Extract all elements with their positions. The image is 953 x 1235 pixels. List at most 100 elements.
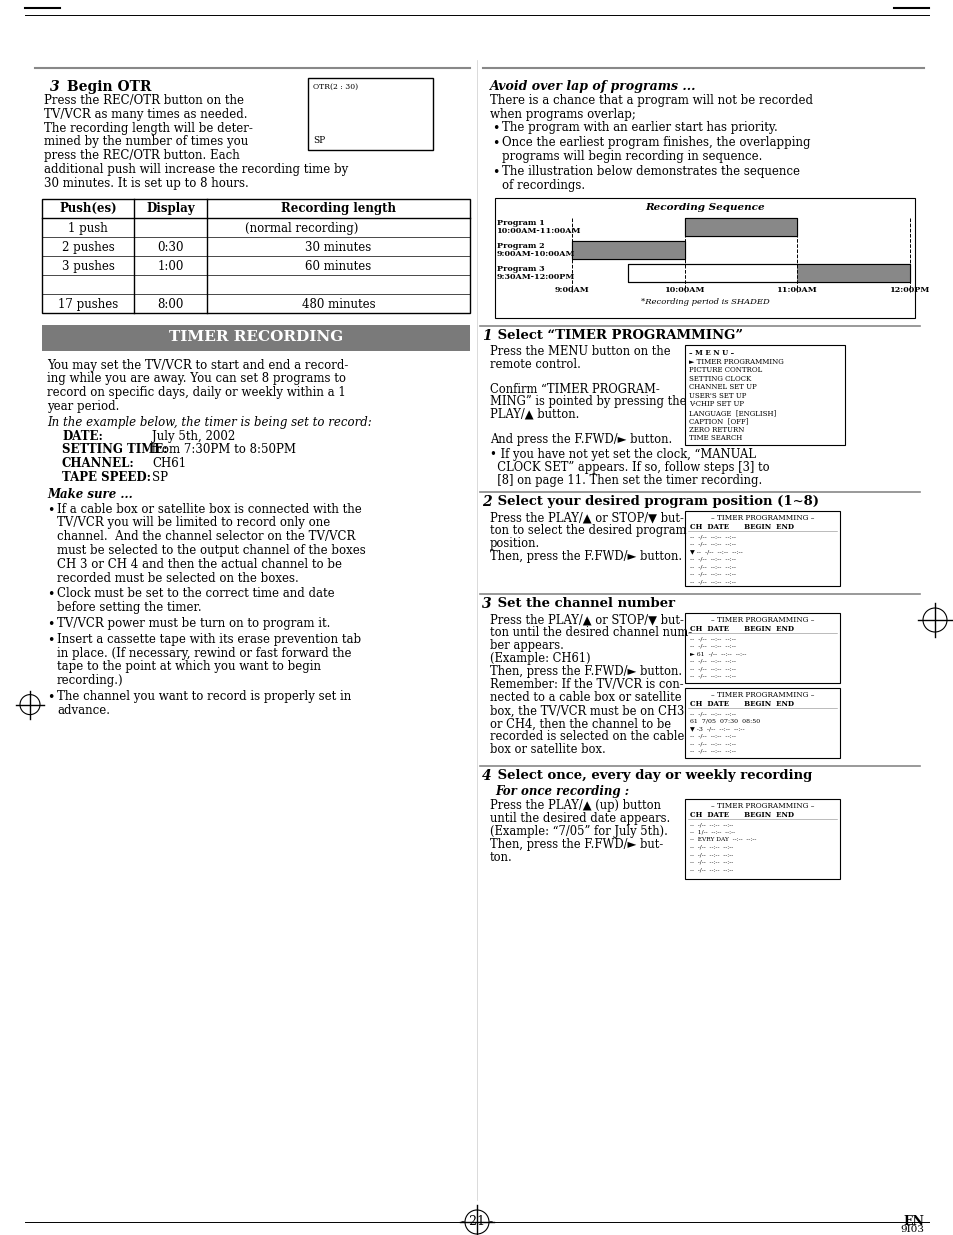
Text: ▼ -3  -/--  --:--  --:--: ▼ -3 -/-- --:-- --:-- (689, 726, 744, 731)
Text: You may set the TV/VCR to start and end a record-: You may set the TV/VCR to start and end … (47, 358, 348, 372)
Text: TV/VCR power must be turn on to program it.: TV/VCR power must be turn on to program … (57, 618, 330, 630)
Text: 9I03: 9I03 (899, 1225, 923, 1234)
Text: ► TIMER PROGRAMMING: ► TIMER PROGRAMMING (688, 358, 783, 366)
Text: --  -/--  --:--  --:--: -- -/-- --:-- --:-- (689, 867, 733, 872)
Text: Once the earliest program finishes, the overlapping: Once the earliest program finishes, the … (501, 136, 810, 149)
Text: record on specific days, daily or weekly within a 1: record on specific days, daily or weekly… (47, 387, 345, 399)
Text: recorded is selected on the cable: recorded is selected on the cable (490, 730, 683, 743)
Bar (628, 264, 909, 283)
Text: of recordings.: of recordings. (501, 179, 584, 191)
Text: Display: Display (146, 201, 194, 215)
Text: • If you have not yet set the clock, “MANUAL: • If you have not yet set the clock, “MA… (490, 448, 755, 462)
Text: 2 pushes: 2 pushes (62, 241, 114, 253)
Text: --  1/--  --:--  --:--: -- 1/-- --:-- --:-- (689, 830, 735, 835)
Text: 1 push: 1 push (68, 221, 108, 235)
Text: 480 minutes: 480 minutes (301, 298, 375, 310)
Text: 11:00AM: 11:00AM (776, 287, 817, 294)
Text: Insert a cassette tape with its erase prevention tab: Insert a cassette tape with its erase pr… (57, 632, 361, 646)
Text: *Recording period is SHADED: *Recording period is SHADED (640, 299, 768, 306)
Text: - 21 -: - 21 - (460, 1215, 493, 1228)
Text: ton to select the desired program: ton to select the desired program (490, 525, 686, 537)
Bar (684, 511, 840, 587)
Text: --  -/--  --:--  --:--: -- -/-- --:-- --:-- (689, 674, 735, 679)
Text: USER'S SET UP: USER'S SET UP (688, 391, 745, 400)
Text: --  -/--  --:--  --:--: -- -/-- --:-- --:-- (689, 572, 735, 577)
Text: Then, press the F.FWD/► but-: Then, press the F.FWD/► but- (490, 839, 662, 851)
Bar (684, 219, 797, 236)
Text: CH61: CH61 (152, 457, 186, 471)
Text: 4: 4 (481, 769, 491, 783)
Text: 9:00AM: 9:00AM (554, 287, 589, 294)
Text: --  -/--  --:--  --:--: -- -/-- --:-- --:-- (689, 659, 735, 664)
Text: 10:00AM-11:00AM: 10:00AM-11:00AM (497, 227, 580, 236)
Text: – TIMER PROGRAMMING –: – TIMER PROGRAMMING – (710, 803, 813, 810)
Bar (308, 78, 433, 149)
Text: CLOCK SET” appears. If so, follow steps [3] to: CLOCK SET” appears. If so, follow steps … (490, 462, 769, 474)
Text: Confirm “TIMER PROGRAM-: Confirm “TIMER PROGRAM- (490, 383, 659, 396)
Text: (normal recording): (normal recording) (245, 221, 358, 235)
Text: ing while you are away. You can set 8 programs to: ing while you are away. You can set 8 pr… (47, 373, 346, 385)
Text: position.: position. (490, 537, 539, 551)
Text: •: • (47, 618, 54, 631)
Text: Select once, every day or weekly recording: Select once, every day or weekly recordi… (493, 769, 811, 783)
Text: And press the F.FWD/► button.: And press the F.FWD/► button. (490, 433, 672, 446)
Text: --  -/--  --:--  --:--: -- -/-- --:-- --:-- (689, 636, 735, 641)
Text: 12:00PM: 12:00PM (889, 287, 929, 294)
Bar (684, 346, 844, 446)
Text: 17 pushes: 17 pushes (58, 298, 118, 310)
Text: Push(es): Push(es) (59, 201, 116, 215)
Text: 30 minutes: 30 minutes (305, 241, 372, 253)
Text: – TIMER PROGRAMMING –: – TIMER PROGRAMMING – (710, 616, 813, 625)
Text: --  -/--  --:--  --:--: -- -/-- --:-- --:-- (689, 643, 735, 648)
Text: CHANNEL:: CHANNEL: (62, 457, 134, 471)
Text: Press the PLAY/▲ (up) button: Press the PLAY/▲ (up) button (490, 799, 660, 813)
Text: Avoid over lap of programs ...: Avoid over lap of programs ... (490, 80, 696, 93)
Text: TAPE SPEED:: TAPE SPEED: (62, 471, 151, 484)
Text: – TIMER PROGRAMMING –: – TIMER PROGRAMMING – (710, 692, 813, 699)
Text: Recording length: Recording length (281, 201, 395, 215)
Text: If a cable box or satellite box is connected with the: If a cable box or satellite box is conne… (57, 503, 361, 515)
Text: additional push will increase the recording time by: additional push will increase the record… (44, 163, 348, 177)
Text: must be selected to the output channel of the boxes: must be selected to the output channel o… (57, 543, 365, 557)
Text: ZERO RETURN: ZERO RETURN (688, 426, 743, 433)
Text: 9:00AM-10:00AM: 9:00AM-10:00AM (497, 251, 575, 258)
Bar (572, 241, 684, 259)
Text: 3: 3 (50, 80, 59, 94)
Text: July 5th, 2002: July 5th, 2002 (152, 430, 235, 442)
Text: CH 3 or CH 4 and then the actual channel to be: CH 3 or CH 4 and then the actual channel… (57, 558, 341, 571)
Text: --  -/--  --:--  --:--: -- -/-- --:-- --:-- (689, 741, 735, 746)
Text: MING” is pointed by pressing the: MING” is pointed by pressing the (490, 395, 686, 409)
Text: Program 3: Program 3 (497, 266, 544, 273)
Text: Recording Sequence: Recording Sequence (644, 204, 764, 212)
Text: year period.: year period. (47, 400, 119, 412)
Text: Press the PLAY/▲ or STOP/▼ but-: Press the PLAY/▲ or STOP/▼ but- (490, 614, 683, 626)
Text: 2: 2 (481, 495, 491, 509)
Text: press the REC/OTR button. Each: press the REC/OTR button. Each (44, 149, 239, 162)
Text: OTR(2 : 30): OTR(2 : 30) (313, 83, 357, 91)
Text: ► 61  -/--  --:--  --:--: ► 61 -/-- --:-- --:-- (689, 651, 745, 656)
Text: Make sure ...: Make sure ... (47, 488, 132, 501)
Text: --  -/--  --:--  --:--: -- -/-- --:-- --:-- (689, 845, 733, 850)
Bar (628, 264, 909, 283)
Text: The program with an earlier start has priority.: The program with an earlier start has pr… (501, 121, 777, 135)
Text: The channel you want to record is properly set in: The channel you want to record is proper… (57, 690, 351, 703)
Text: Then, press the F.FWD/► button.: Then, press the F.FWD/► button. (490, 551, 681, 563)
Text: CH  DATE      BEGIN  END: CH DATE BEGIN END (689, 524, 793, 531)
Text: Select your desired program position (1~8): Select your desired program position (1~… (493, 495, 818, 509)
Text: CH  DATE      BEGIN  END: CH DATE BEGIN END (689, 811, 793, 819)
Text: 9:30AM-12:00PM: 9:30AM-12:00PM (497, 273, 575, 282)
Text: LANGUAGE  [ENGLISH]: LANGUAGE [ENGLISH] (688, 409, 776, 417)
Text: Remember: If the TV/VCR is con-: Remember: If the TV/VCR is con- (490, 678, 683, 692)
Text: •: • (492, 122, 498, 136)
Text: CHANNEL SET UP: CHANNEL SET UP (688, 383, 756, 391)
Text: (Example: “7/05” for July 5th).: (Example: “7/05” for July 5th). (490, 825, 667, 839)
Text: (Example: CH61): (Example: CH61) (490, 652, 590, 666)
Text: Set the channel number: Set the channel number (493, 598, 675, 610)
Text: CH  DATE      BEGIN  END: CH DATE BEGIN END (689, 625, 793, 634)
Text: 60 minutes: 60 minutes (305, 259, 372, 273)
Text: --  -/--  --:--  --:--: -- -/-- --:-- --:-- (689, 542, 735, 547)
Text: 8:00: 8:00 (157, 298, 184, 310)
Text: channel.  And the channel selector on the TV/VCR: channel. And the channel selector on the… (57, 530, 355, 543)
Text: Select “TIMER PROGRAMMING”: Select “TIMER PROGRAMMING” (493, 330, 742, 342)
Text: ton.: ton. (490, 851, 512, 864)
